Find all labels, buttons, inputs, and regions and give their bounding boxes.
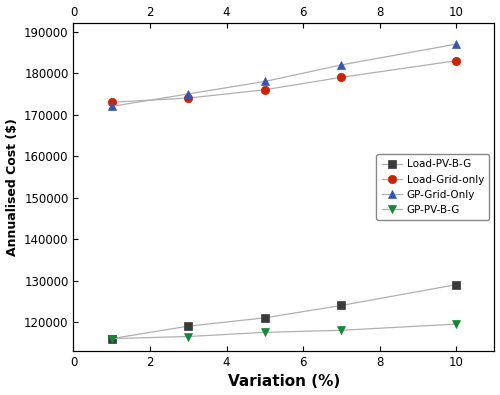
Load-PV-B-G	[186, 324, 192, 329]
Line: GP-Grid-Only: GP-Grid-Only	[108, 40, 461, 111]
Load-Grid-only	[338, 75, 344, 80]
GP-PV-B-G	[262, 330, 268, 335]
GP-Grid-Only	[186, 92, 192, 96]
GP-Grid-Only	[108, 104, 114, 109]
GP-PV-B-G	[108, 336, 114, 341]
Line: GP-PV-B-G: GP-PV-B-G	[108, 320, 461, 343]
Load-Grid-only	[453, 58, 459, 63]
Load-Grid-only	[262, 87, 268, 92]
Line: Load-Grid-only: Load-Grid-only	[108, 56, 461, 106]
Legend: Load-PV-B-G, Load-Grid-only, GP-Grid-Only, GP-PV-B-G: Load-PV-B-G, Load-Grid-only, GP-Grid-Onl…	[376, 154, 489, 220]
GP-PV-B-G	[186, 334, 192, 339]
Load-PV-B-G	[338, 303, 344, 308]
Load-PV-B-G	[453, 282, 459, 287]
Load-Grid-only	[186, 96, 192, 100]
GP-Grid-Only	[262, 79, 268, 84]
GP-Grid-Only	[453, 42, 459, 47]
Load-PV-B-G	[262, 316, 268, 320]
GP-Grid-Only	[338, 62, 344, 67]
X-axis label: Variation (%): Variation (%)	[228, 374, 340, 389]
GP-PV-B-G	[338, 328, 344, 333]
Y-axis label: Annualised Cost ($): Annualised Cost ($)	[6, 118, 18, 256]
GP-PV-B-G	[453, 322, 459, 326]
Load-Grid-only	[108, 100, 114, 105]
Line: Load-PV-B-G: Load-PV-B-G	[108, 280, 461, 343]
Load-PV-B-G	[108, 336, 114, 341]
